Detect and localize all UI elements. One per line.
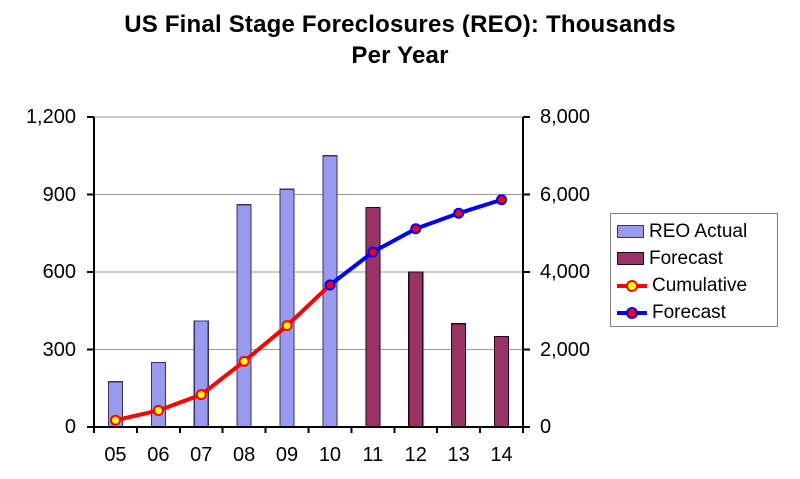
legend-bar-swatch-icon [617, 252, 644, 265]
legend-item-forecast-1: Forecast [611, 245, 777, 272]
x-axis-label-06: 06 [147, 444, 170, 466]
right-axis-tick-label: 2,000 [540, 338, 591, 361]
legend-item-forecast-3: Forecast [611, 299, 777, 326]
chart-title-line2: Per Year [351, 42, 449, 69]
legend-marker-icon [626, 306, 638, 319]
legend-item-cumulative-2: Cumulative [611, 272, 777, 299]
cumulative-marker-09 [281, 320, 293, 332]
right-axis-tick-label: 8,000 [540, 106, 591, 128]
chart-title-line1: US Final Stage Foreclosures (REO): Thous… [124, 11, 676, 38]
forecast-marker-12 [410, 223, 422, 235]
x-axis-label-14: 14 [490, 444, 513, 466]
bar-forecast-13 [451, 323, 467, 428]
cumulative-marker-08 [238, 355, 250, 367]
bar-forecast-14 [493, 335, 510, 428]
left-axis-tick-label: 0 [64, 416, 76, 438]
legend-bar-swatch-icon [617, 225, 644, 238]
bar-forecast-12 [408, 271, 424, 428]
cumulative-marker-05 [109, 414, 121, 426]
legend: REO Actual Forecast Cumulative Forecast [610, 213, 778, 327]
x-axis-label-05: 05 [104, 444, 127, 466]
x-axis-label-13: 13 [447, 444, 470, 466]
cumulative-line [113, 282, 332, 423]
legend-label: REO Actual [649, 220, 748, 242]
forecast-marker-10 [324, 279, 336, 291]
forecast-marker-13 [453, 207, 465, 219]
legend-label: Cumulative [652, 274, 748, 296]
legend-line-swatch-icon [617, 279, 647, 293]
left-axis-tick-label: 1,200 [25, 106, 76, 128]
x-axis-label-12: 12 [404, 444, 427, 466]
cumulative-marker-07 [195, 389, 207, 401]
bar-forecast-11 [365, 206, 381, 428]
left-axis-tick-label: 300 [42, 338, 76, 361]
right-axis-tick-label: 0 [540, 416, 552, 438]
chart-title: US Final Stage Foreclosures (REO): Thous… [0, 9, 800, 71]
bar-reo-actual-08 [236, 204, 252, 428]
x-axis-label-08: 08 [233, 444, 256, 466]
left-axis-tick-label: 600 [42, 261, 76, 283]
legend-item-reo-actual-0: REO Actual [611, 218, 777, 245]
x-axis-label-07: 07 [190, 444, 213, 466]
legend-label: Forecast [652, 301, 726, 323]
right-axis-tick-label: 4,000 [540, 261, 591, 283]
x-axis-label-10: 10 [318, 444, 342, 466]
bar-reo-actual-07 [193, 320, 209, 428]
right-axis-tick-label: 6,000 [540, 183, 591, 206]
left-axis-tick-label: 900 [42, 183, 76, 206]
cumulative-marker-06 [152, 405, 164, 417]
legend-line-swatch-icon [617, 306, 647, 320]
x-axis-label-09: 09 [275, 444, 299, 466]
bar-reo-actual-09 [279, 188, 295, 428]
legend-marker-icon [626, 279, 638, 292]
forecast-marker-11 [367, 246, 379, 258]
bar-reo-actual-06 [150, 361, 166, 428]
forecast-marker-14 [496, 194, 508, 206]
legend-label: Forecast [649, 247, 723, 269]
x-axis-label-11: 11 [362, 444, 384, 466]
